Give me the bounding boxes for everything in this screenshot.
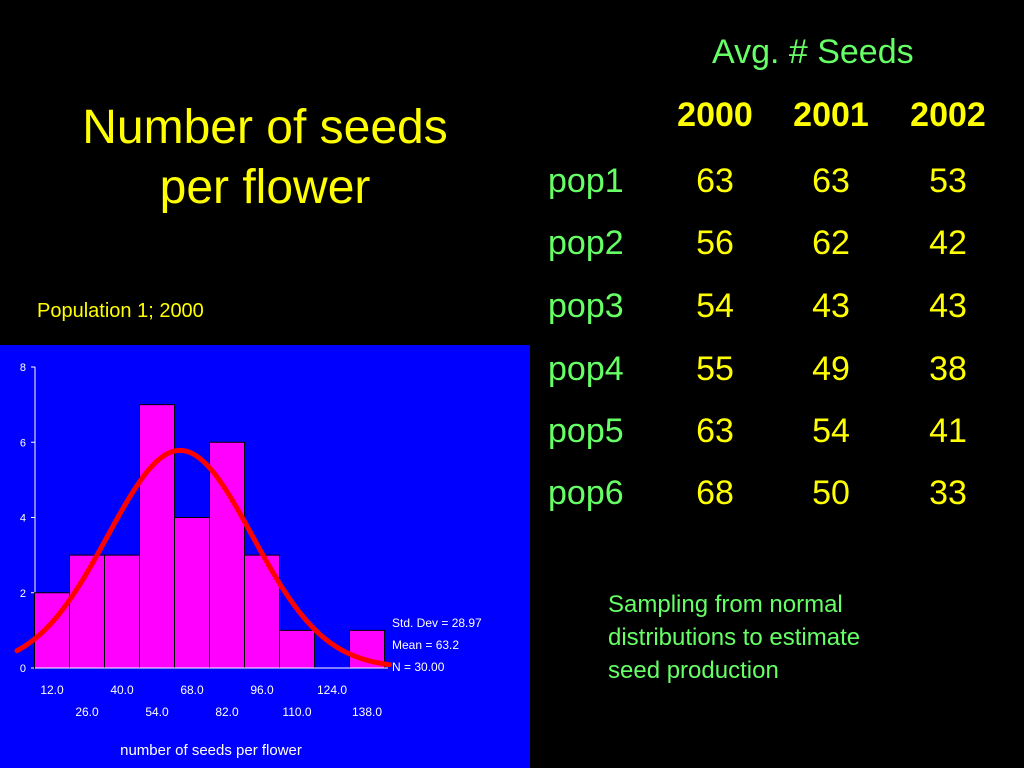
histogram-bar bbox=[139, 404, 175, 669]
x-tick-label: 12.0 bbox=[40, 683, 64, 697]
table-cell: 63 bbox=[696, 162, 734, 200]
table-cell: 54 bbox=[696, 287, 734, 325]
x-axis-title: number of seeds per flower bbox=[120, 742, 302, 759]
y-tick-label: 4 bbox=[20, 513, 26, 525]
row-label: pop6 bbox=[548, 474, 624, 512]
stats-label: Std. Dev = 28.97 bbox=[392, 616, 482, 630]
y-tick-label: 6 bbox=[20, 437, 26, 449]
slide-title: Number of seeds per flower bbox=[20, 98, 510, 218]
histogram-bar bbox=[279, 629, 315, 669]
slide-title-line-1: Number of seeds bbox=[82, 101, 448, 154]
row-label: pop1 bbox=[548, 162, 624, 200]
table-cell: 43 bbox=[929, 287, 967, 325]
stats-label: Mean = 63.2 bbox=[392, 638, 459, 652]
table-header: Avg. # Seeds bbox=[712, 33, 914, 71]
row-label: pop4 bbox=[548, 350, 624, 388]
table-cell: 63 bbox=[696, 412, 734, 450]
x-tick-label: 138.0 bbox=[352, 705, 382, 719]
table-row: pop3 54 43 43 bbox=[0, 287, 1024, 327]
table-cell: 33 bbox=[929, 474, 967, 512]
table-cell: 49 bbox=[812, 350, 850, 388]
row-label: pop3 bbox=[548, 287, 624, 325]
x-tick-label: 110.0 bbox=[282, 705, 311, 719]
table-cell: 55 bbox=[696, 350, 734, 388]
x-tick-label: 26.0 bbox=[75, 705, 99, 719]
y-tick-label: 2 bbox=[20, 588, 26, 600]
y-tick-label: 0 bbox=[20, 663, 26, 675]
histogram-bar bbox=[34, 592, 70, 669]
histogram-bar bbox=[209, 441, 245, 669]
histogram-panel: 0 2 4 6 8 12.0 40.0 68.0 96.0 124.0 26.0 54.0 82.0 11… bbox=[0, 345, 530, 768]
row-label: pop5 bbox=[548, 412, 624, 450]
table-cell: 68 bbox=[696, 474, 734, 512]
note-line-1: Sampling from normal bbox=[608, 591, 843, 618]
chart-caption: Population 1; 2000 bbox=[37, 300, 204, 322]
table-cell: 62 bbox=[812, 224, 850, 262]
table-row: pop6 68 50 33 bbox=[0, 474, 1024, 514]
x-tick-label: 68.0 bbox=[180, 683, 204, 697]
table-cell: 53 bbox=[929, 162, 967, 200]
year-header-2000: 2000 bbox=[677, 96, 753, 134]
table-cell: 54 bbox=[812, 412, 850, 450]
note-line-2: distributions to estimate bbox=[608, 624, 861, 651]
table-row: pop2 56 62 42 bbox=[0, 224, 1024, 264]
table-cell: 38 bbox=[929, 350, 967, 388]
table-cell: 63 bbox=[812, 162, 850, 200]
table-row: pop1 63 63 53 bbox=[0, 162, 1024, 202]
year-header-2001: 2001 bbox=[793, 96, 869, 134]
histogram-bar bbox=[174, 517, 210, 669]
y-tick-label: 8 bbox=[20, 362, 26, 374]
table-cell: 50 bbox=[812, 474, 850, 512]
row-label: pop2 bbox=[548, 224, 624, 262]
x-tick-label: 54.0 bbox=[145, 705, 169, 719]
x-tick-label: 96.0 bbox=[250, 683, 274, 697]
table-row: pop4 55 49 38 bbox=[0, 350, 1024, 390]
histogram-bar bbox=[104, 554, 140, 669]
slide-title-line-2: per flower bbox=[159, 161, 371, 214]
normal-curve bbox=[14, 447, 392, 668]
note-line-3: seed production bbox=[608, 657, 779, 684]
x-tick-label: 40.0 bbox=[110, 683, 134, 697]
x-tick-label: 82.0 bbox=[215, 705, 239, 719]
table-cell: 41 bbox=[929, 412, 967, 450]
year-header-2002: 2002 bbox=[910, 96, 986, 134]
x-tick-label: 124.0 bbox=[317, 683, 347, 697]
table-cell: 42 bbox=[929, 224, 967, 262]
note-text: Sampling from normal distributions to es… bbox=[608, 588, 928, 687]
table-cell: 56 bbox=[696, 224, 734, 262]
histogram-chart: 0 2 4 6 8 12.0 40.0 68.0 96.0 124.0 26.0 54.0 82.0 11… bbox=[14, 362, 482, 759]
table-cell: 43 bbox=[812, 287, 850, 325]
stats-label: N = 30.00 bbox=[392, 660, 445, 674]
table-row: pop5 63 54 41 bbox=[0, 412, 1024, 452]
